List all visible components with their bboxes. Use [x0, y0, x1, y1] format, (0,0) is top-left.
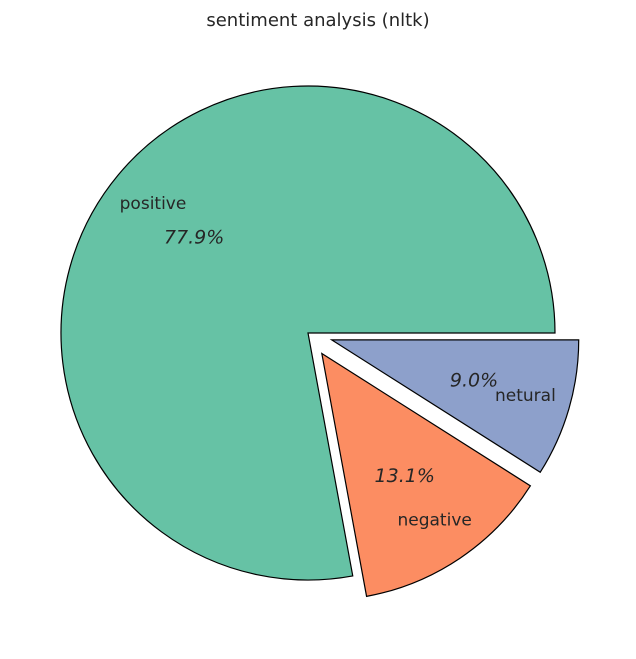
pie-slice-positive	[60, 85, 556, 581]
slice-percent-netural: 9.0%	[450, 370, 498, 392]
slice-label-positive: positive	[120, 194, 187, 214]
pie-slice-negative	[320, 352, 532, 598]
slice-percent-negative: 13.1%	[375, 465, 435, 487]
pie-slice-netural	[329, 339, 580, 474]
slice-percent-positive: 77.9%	[164, 227, 224, 249]
slice-label-negative: negative	[397, 511, 471, 531]
slice-label-netural: netural	[495, 386, 556, 406]
pie-wedges	[60, 85, 580, 598]
chart-title: sentiment analysis (nltk)	[206, 10, 429, 31]
